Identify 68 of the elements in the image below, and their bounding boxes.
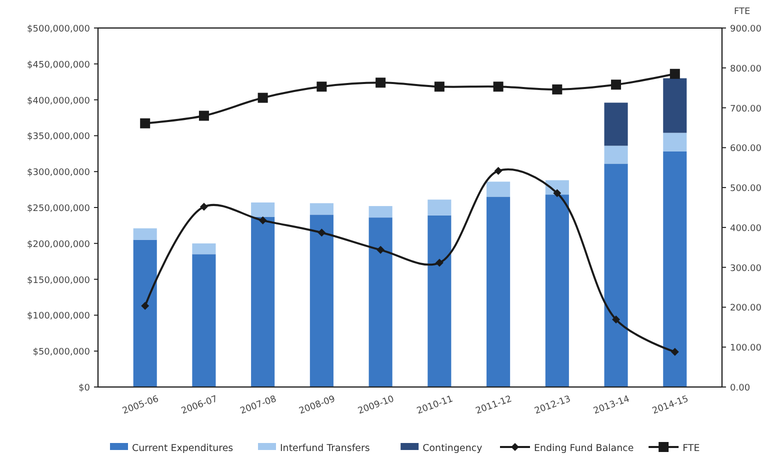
y-tick-label: $350,000,000: [27, 132, 90, 142]
point: [611, 80, 622, 90]
y2-tick-label: 100.00: [730, 344, 762, 354]
point: [200, 202, 208, 211]
y2-tick-label: 800.00: [730, 64, 762, 74]
bar: [368, 218, 392, 387]
legend-label: Current Expenditures: [132, 443, 234, 454]
bar: [192, 243, 216, 254]
point: [258, 92, 268, 103]
y-tick-label: $0: [78, 384, 90, 394]
point: [141, 302, 150, 310]
bar: [604, 164, 628, 387]
bar: [133, 228, 157, 240]
y2-tick-label: 200.00: [730, 304, 762, 314]
legend-label: FTE: [682, 443, 700, 454]
y2-tick-label: 300.00: [730, 264, 762, 274]
y2-tick-label: 600.00: [730, 144, 762, 154]
y-tick-label: $250,000,000: [27, 204, 90, 214]
point: [376, 246, 385, 254]
bar: [251, 216, 275, 387]
point: [553, 189, 562, 198]
y2-tick-label: 0.00: [730, 384, 750, 394]
point: [552, 84, 562, 94]
bar: [486, 182, 510, 197]
bar: [368, 206, 392, 218]
bar: [604, 102, 628, 146]
point: [670, 68, 680, 79]
y-tick-label: $500,000,000: [27, 24, 90, 34]
legend-label: Contingency: [422, 443, 483, 454]
y-tick-label: $400,000,000: [27, 96, 90, 106]
y2-axis-title: FTE: [734, 7, 751, 17]
bar: [192, 254, 216, 387]
y-tick-label: $450,000,000: [27, 60, 90, 70]
point: [198, 110, 209, 121]
bar: [663, 151, 687, 387]
point: [434, 82, 444, 92]
legend-label: Ending Fund Balance: [534, 443, 634, 454]
point: [612, 316, 620, 324]
point: [435, 258, 444, 267]
point: [376, 78, 386, 88]
bar: [486, 196, 510, 387]
y2-tick-label: 400.00: [730, 224, 762, 234]
y-tick-label: $150,000,000: [27, 276, 90, 286]
y-tick-label: $50,000,000: [32, 348, 90, 358]
y-tick-label: $200,000,000: [27, 240, 90, 250]
y2-tick-label: 500.00: [730, 184, 762, 194]
point: [494, 166, 502, 175]
y2-tick-label: 900.00: [730, 24, 762, 34]
y-tick-label: $300,000,000: [27, 168, 90, 178]
bar: [310, 214, 334, 387]
y2-tick-label: 700.00: [730, 104, 762, 114]
bar: [251, 202, 275, 217]
bar: [428, 200, 452, 216]
bar: [428, 215, 452, 387]
bar: [663, 132, 687, 152]
bar: [663, 78, 687, 133]
point: [140, 118, 150, 128]
legend-label: Interfund Transfers: [280, 443, 370, 454]
bar: [604, 146, 628, 164]
point: [493, 82, 504, 92]
bar: [545, 194, 569, 387]
point: [316, 82, 327, 92]
y-tick-label: $100,000,000: [27, 312, 90, 322]
point: [670, 348, 679, 356]
point: [318, 228, 326, 237]
bar: [133, 240, 157, 387]
bar: [310, 203, 334, 215]
point: [258, 216, 267, 224]
